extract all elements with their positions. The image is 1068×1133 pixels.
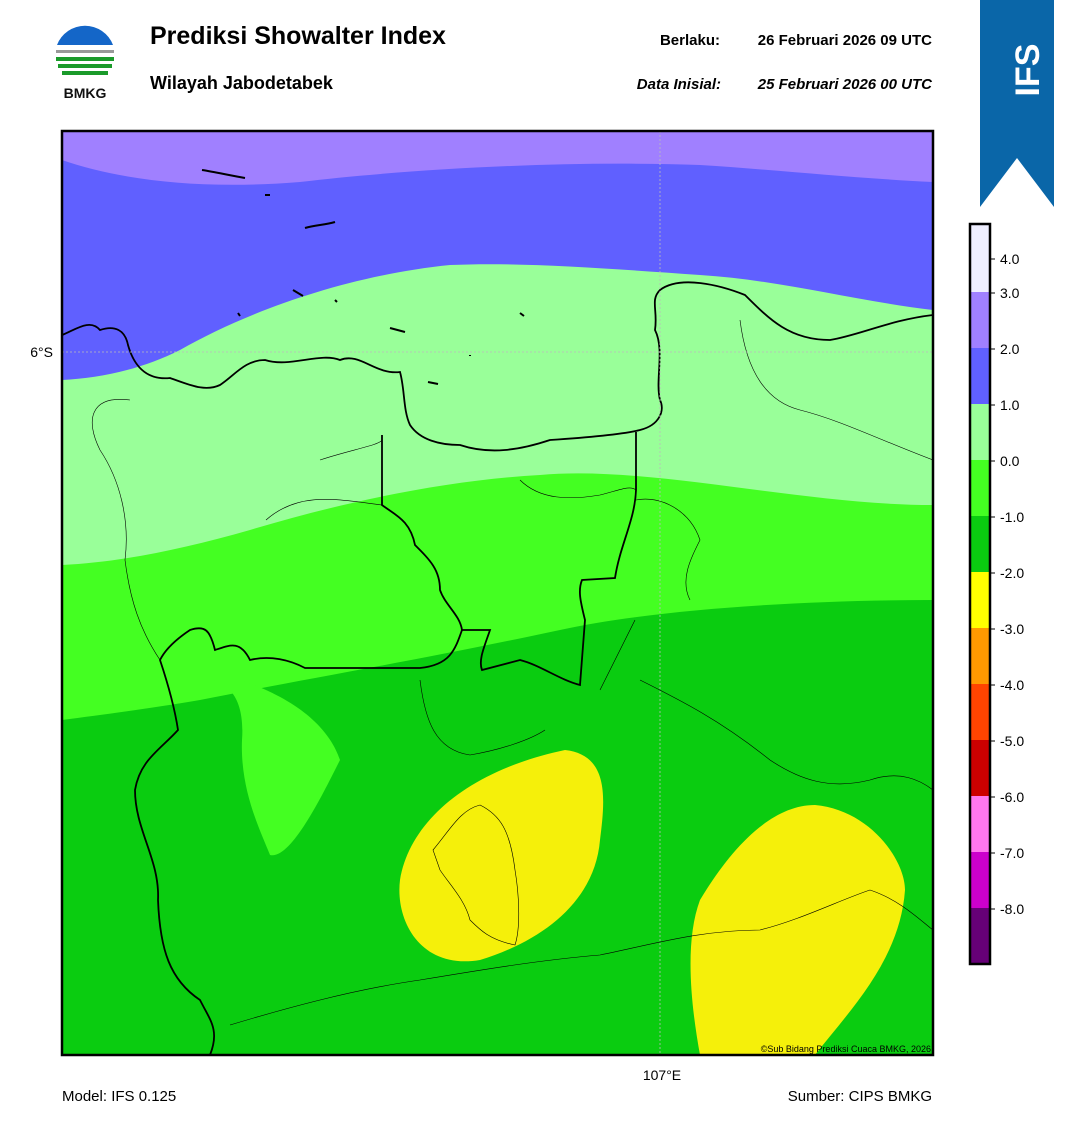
lat-label: 6°S	[30, 344, 53, 360]
valid-time: 26 Februari 2026 09 UTC	[758, 32, 932, 49]
colorbar-label: -2.0	[1000, 565, 1024, 581]
model-ribbon: IFS	[980, 0, 1054, 207]
footer-model: Model: IFS 0.125	[62, 1088, 176, 1105]
credit: ©Sub Bidang Prediksi Cuaca BMKG, 2026	[761, 1044, 931, 1054]
colorbar-label: 4.0	[1000, 251, 1020, 267]
logo: BMKG	[55, 25, 115, 101]
colorbar-segment	[970, 684, 990, 740]
init-label: Data Inisial:	[637, 76, 721, 93]
model-badge: IFS	[1009, 44, 1047, 97]
colorbar-label: -3.0	[1000, 621, 1024, 637]
subtitle: Wilayah Jabodetabek	[150, 73, 334, 93]
footer-source: Sumber: CIPS BMKG	[788, 1088, 932, 1105]
title: Prediksi Showalter Index	[150, 22, 446, 50]
colorbar-segment	[970, 292, 990, 348]
colorbar-label: -4.0	[1000, 677, 1024, 693]
valid-label: Berlaku:	[660, 32, 720, 49]
map-frame	[60, 129, 935, 1057]
colorbar-label: -7.0	[1000, 845, 1024, 861]
colorbar-segment	[970, 404, 990, 460]
colorbar-segment	[970, 224, 990, 292]
colorbar-segment	[970, 628, 990, 684]
colorbar-segment	[970, 852, 990, 908]
colorbar-label: 1.0	[1000, 397, 1020, 413]
colorbar-frame	[968, 222, 992, 966]
colorbar-label: -5.0	[1000, 733, 1024, 749]
colorbar-label: -1.0	[1000, 509, 1024, 525]
colorbar-label: 2.0	[1000, 341, 1020, 357]
coastlines	[62, 169, 933, 1055]
colorbar-segment	[970, 572, 990, 628]
colorbar-segment	[970, 796, 990, 852]
colorbar-segment	[970, 516, 990, 572]
colorbar-label: 0.0	[1000, 453, 1020, 469]
colorbar-segment	[970, 740, 990, 796]
graticule	[62, 131, 933, 1055]
map-field	[62, 131, 933, 1055]
lon-label: 107°E	[643, 1067, 681, 1083]
logo-text: BMKG	[64, 85, 107, 101]
colorbar-segment	[970, 460, 990, 516]
init-time: 25 Februari 2026 00 UTC	[757, 76, 933, 93]
colorbar-label: -8.0	[1000, 901, 1024, 917]
colorbar-segment	[970, 908, 990, 964]
colorbar-label: -6.0	[1000, 789, 1024, 805]
colorbar-label: 3.0	[1000, 285, 1020, 301]
colorbar-segment	[970, 348, 990, 404]
colorbar: 4.0 3.0 2.0 1.0 0.0 -1.0 -2.0 -3.0 -4.0 -5.0 -6.0 -…	[968, 222, 1024, 966]
